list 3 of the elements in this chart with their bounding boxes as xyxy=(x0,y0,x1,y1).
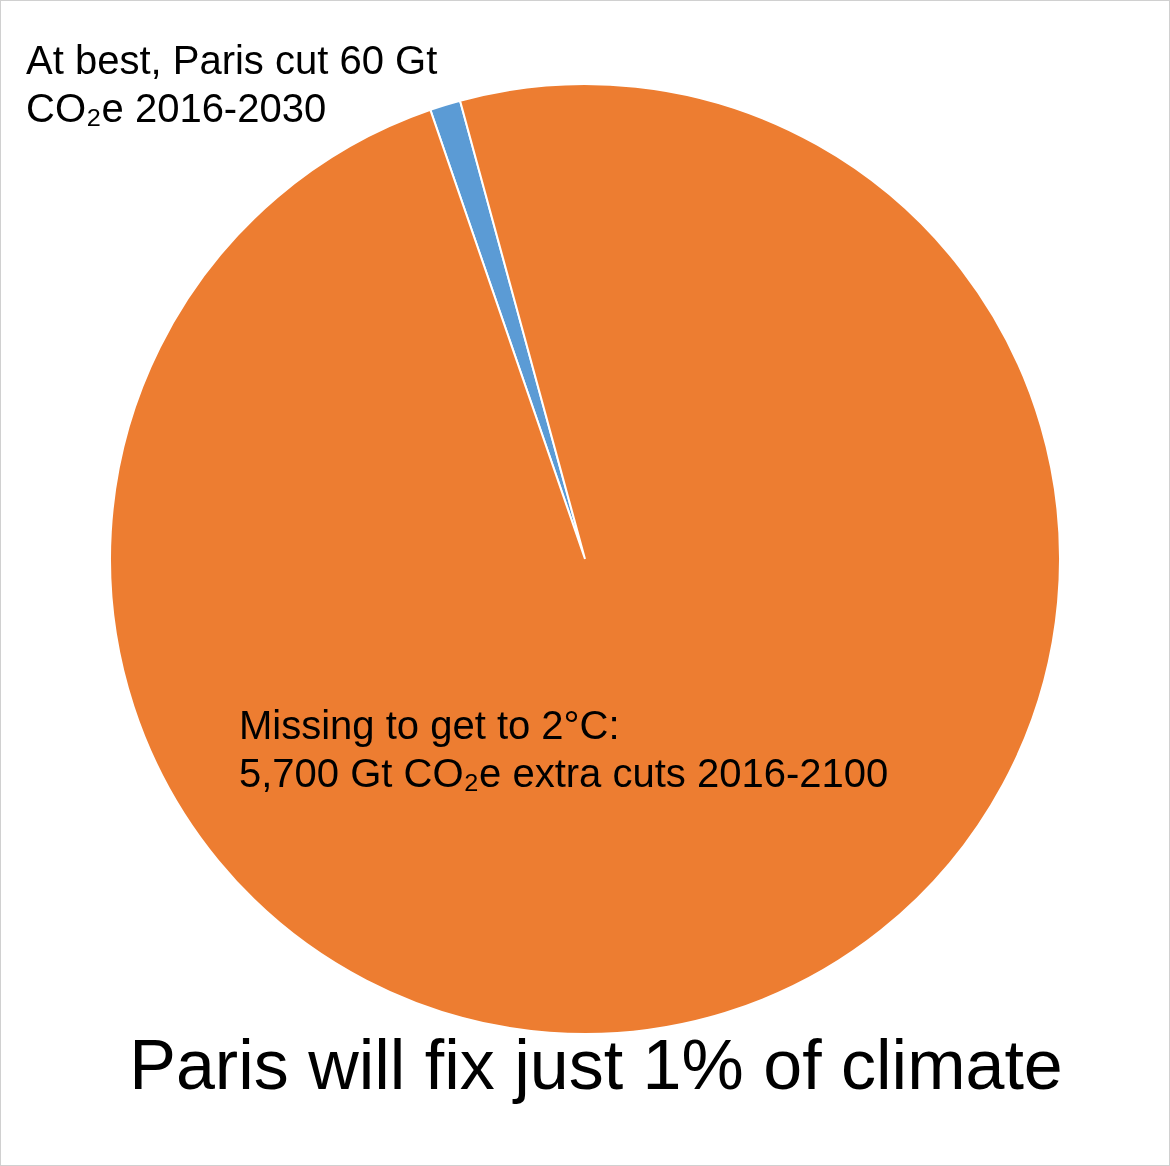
text: Paris will fix just 1% of climate xyxy=(128,1025,1064,1106)
slice-label: Missing to get to 2°C: 5,700 Gt CO₂e extra cuts 2016-2100 xyxy=(239,702,889,797)
slice-label: At best, Paris cut 60 Gt CO₂e 2016-2030 xyxy=(26,37,438,132)
